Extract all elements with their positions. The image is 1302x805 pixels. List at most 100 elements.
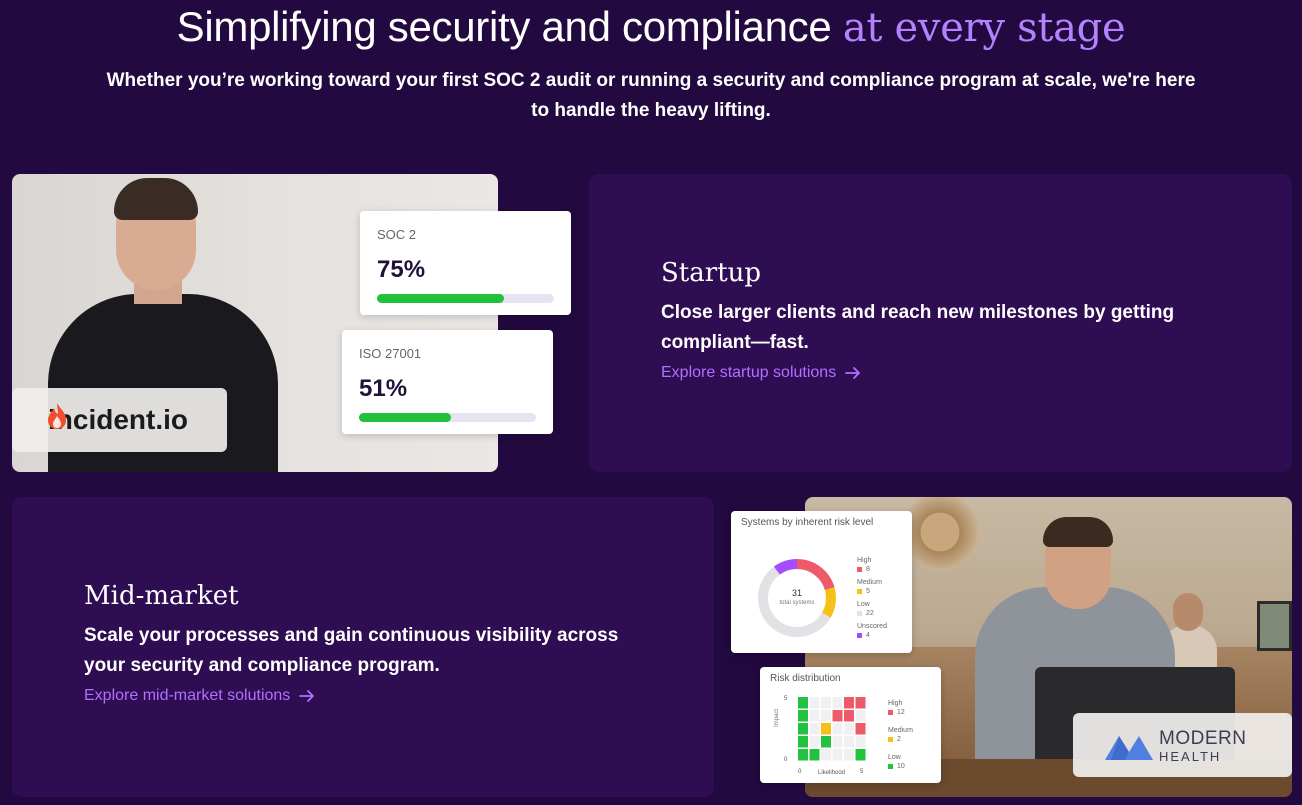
risk-distribution-card: Risk distribution Impact 5 0 0 5 Likelih…	[760, 667, 941, 783]
heatmap-cell	[832, 736, 843, 748]
heatmap-cell	[798, 723, 808, 735]
midmarket-title: Mid-market	[84, 581, 239, 611]
risk-heatmap	[798, 697, 866, 761]
risk-level-title: Systems by inherent risk level	[741, 517, 874, 528]
legend-count: 5	[866, 588, 870, 595]
heatmap-cell	[809, 697, 820, 709]
flame-icon	[48, 403, 66, 429]
donut-segment-low	[758, 559, 836, 637]
arrow-right-icon	[299, 690, 315, 702]
legend-high: High 8	[857, 556, 871, 574]
legend-label: High	[857, 557, 872, 564]
heatmap-cell	[855, 723, 866, 735]
legend-swatch	[857, 632, 862, 638]
heatmap-cell	[844, 736, 854, 748]
legend-low: Low 10	[888, 753, 905, 771]
startup-card: Startup Close larger clients and reach n…	[589, 174, 1292, 472]
legend-swatch	[857, 610, 862, 616]
x-axis-label: Likelihood	[818, 770, 846, 776]
legend-label: Medium	[888, 727, 913, 734]
y-axis-label: Impact	[774, 708, 780, 727]
midmarket-description: Scale your processes and gain continuous…	[84, 625, 619, 676]
donut-total: 31	[791, 588, 802, 598]
stat-value: 75%	[377, 256, 426, 283]
heatmap-cell	[798, 749, 808, 761]
heatmap-cell	[809, 736, 820, 748]
heatmap-cell	[798, 710, 808, 722]
explore-startup-link[interactable]: Explore startup solutions	[661, 364, 862, 382]
background-person-head	[1173, 593, 1203, 631]
modern-health-logo-badge: MODERN HEALTH	[1073, 713, 1292, 777]
legend-count: 4	[866, 632, 870, 639]
heatmap-cell	[832, 723, 843, 735]
heatmap-cell	[855, 749, 866, 761]
legend-label: Low	[857, 601, 870, 608]
explore-midmarket-label: Explore mid-market solutions	[84, 687, 291, 704]
legend-unscored: Unscored 4	[857, 622, 887, 640]
x-tick-min: 0	[798, 769, 802, 775]
incident-logo-text: incident.io	[48, 404, 188, 435]
stat-label: ISO 27001	[359, 346, 422, 361]
heatmap-cell	[809, 723, 820, 735]
legend-low: Low 22	[857, 600, 874, 618]
explore-midmarket-link[interactable]: Explore mid-market solutions	[84, 687, 316, 705]
iso27001-stat-card: ISO 27001 51%	[342, 330, 553, 434]
donut-segment-medium	[758, 559, 836, 637]
person-hair	[1043, 517, 1113, 547]
heatmap-cell	[821, 749, 831, 761]
legend-label: Low	[888, 754, 901, 761]
legend-label: High	[888, 700, 903, 707]
legend-medium: Medium 2	[888, 726, 913, 744]
legend-label: Medium	[857, 579, 882, 586]
hero-subtitle: Whether you’re working toward your first…	[106, 70, 1196, 121]
legend-count: 8	[866, 566, 870, 573]
progress-fill	[377, 294, 505, 303]
heatmap-cell	[821, 736, 831, 748]
y-tick-min: 0	[784, 757, 788, 763]
heatmap-cell	[832, 697, 843, 709]
hero-title: Simplifying security and compliance at e…	[0, 2, 1302, 53]
heatmap-cell	[809, 710, 820, 722]
legend-swatch	[888, 763, 893, 769]
arrow-right-icon	[845, 367, 861, 379]
legend-swatch	[888, 709, 893, 715]
startup-title: Startup	[661, 258, 762, 288]
startup-description: Close larger clients and reach new miles…	[661, 302, 1175, 353]
risk-level-card: Systems by inherent risk level 31 total …	[731, 511, 912, 653]
hero-title-main: Simplifying security and compliance	[176, 3, 832, 50]
donut-total-label: total systems	[779, 600, 815, 606]
heatmap-cell	[821, 697, 831, 709]
legend-swatch	[888, 736, 893, 742]
legend-count: 10	[897, 763, 905, 770]
y-tick-max: 5	[784, 696, 788, 702]
progress-fill	[359, 413, 452, 422]
stat-value: 51%	[359, 375, 408, 402]
progress-track	[377, 294, 554, 303]
heatmap-cell	[844, 749, 854, 761]
legend-label: Unscored	[857, 623, 887, 630]
heatmap-cell	[844, 710, 854, 722]
heatmap-cell	[821, 710, 831, 722]
stat-label: SOC 2	[377, 227, 417, 242]
risk-donut-chart	[758, 559, 836, 637]
modern-health-logo-icon	[1105, 736, 1153, 760]
hero-title-accent: at every stage	[842, 5, 1126, 51]
heatmap-cell	[832, 749, 843, 761]
heatmap-cell	[844, 697, 854, 709]
risk-distribution-title: Risk distribution	[770, 673, 841, 684]
heatmap-cell	[809, 749, 820, 761]
heatmap-cell	[855, 736, 866, 748]
person-hair	[114, 178, 198, 220]
modern-health-text: MODERN	[1159, 728, 1247, 749]
heatmap-cell	[798, 697, 808, 709]
heatmap-cell	[855, 697, 866, 709]
donut-segment-unscored	[758, 559, 836, 637]
heatmap-cell	[832, 710, 843, 722]
legend-medium: Medium 5	[857, 578, 882, 596]
legend-count: 2	[897, 736, 901, 743]
heatmap-cell	[855, 710, 866, 722]
heatmap-cell	[821, 723, 831, 735]
legend-count: 22	[866, 610, 874, 617]
modern-health-subtext: HEALTH	[1159, 749, 1222, 764]
legend-count: 12	[897, 709, 905, 716]
